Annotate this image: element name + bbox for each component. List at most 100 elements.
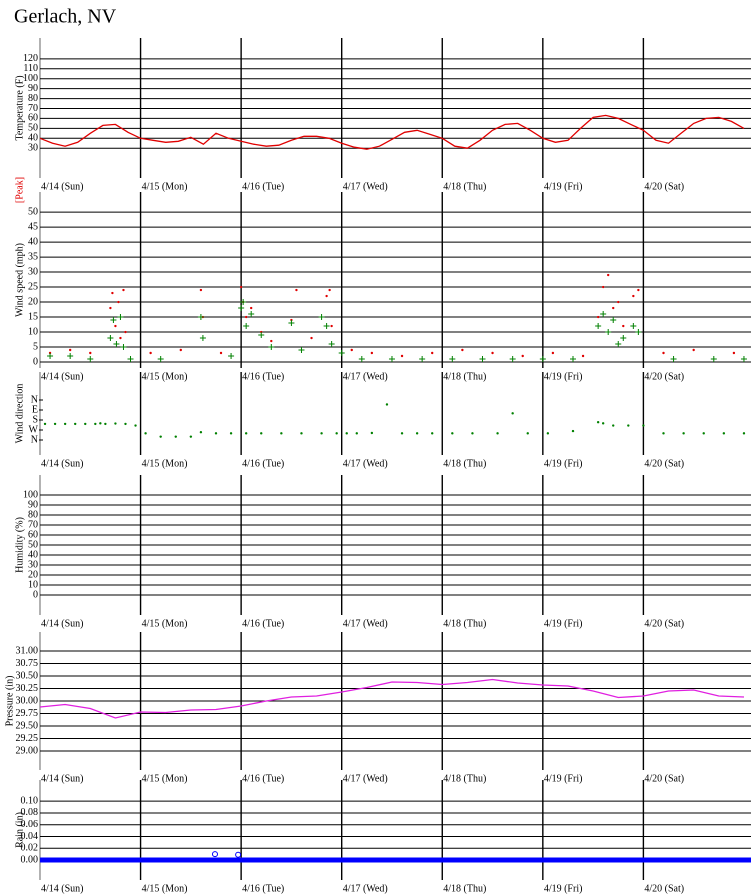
y-tick-label: 70 (28, 103, 38, 114)
y-tick-label: 29.25 (16, 733, 39, 744)
x-tick-label: 4/17 (Wed) (343, 773, 388, 784)
plus-marker (199, 335, 206, 342)
x-tick-label: 4/20 (Sat) (644, 773, 684, 784)
x-tick-label: 4/18 (Thu) (443, 371, 486, 382)
plus-marker (113, 341, 120, 348)
dot-marker (280, 432, 283, 435)
plus-marker (228, 353, 235, 360)
x-tick-label: 4/16 (Tue) (242, 883, 284, 894)
plus-marker (710, 356, 717, 363)
dot-marker (601, 285, 605, 289)
plus-marker (740, 356, 747, 363)
plus-marker (610, 317, 617, 324)
dot-marker (431, 351, 434, 355)
x-tick-label: 4/19 (Fri) (544, 773, 583, 784)
plus-marker (323, 323, 330, 330)
y-tick-label: 10 (28, 326, 38, 337)
dot-marker (124, 330, 127, 334)
x-tick-label: 4/16 (Tue) (242, 371, 284, 382)
x-tick-label: 4/18 (Thu) (443, 618, 486, 629)
dot-marker (627, 424, 630, 427)
dot-marker (214, 432, 218, 435)
plus-marker (569, 356, 576, 363)
dot-marker (63, 422, 67, 426)
plus-marker (595, 323, 602, 330)
y-tick-label: 20 (28, 296, 38, 307)
y-axis-label: Rain (in) (14, 812, 25, 848)
plus-marker (635, 329, 642, 336)
x-tick-label: 4/15 (Mon) (142, 371, 188, 382)
dot-marker (596, 421, 600, 424)
dot-marker (662, 351, 665, 355)
y-tick-label: W (29, 424, 39, 435)
dot-marker (622, 324, 625, 328)
x-tick-label: 4/14 (Sun) (41, 458, 84, 469)
plus-marker (268, 344, 275, 351)
x-tick-label: 4/17 (Wed) (343, 181, 388, 192)
dot-marker (692, 348, 695, 352)
dot-marker (451, 432, 454, 435)
dot-marker (496, 432, 499, 435)
x-tick-label: 4/15 (Mon) (142, 883, 188, 894)
circle-marker (235, 851, 242, 858)
y-tick-label: 0.00 (21, 854, 39, 865)
dot-marker (117, 300, 120, 304)
y-axis-label: Pressure (in) (4, 676, 15, 727)
x-tick-label: 4/14 (Sun) (41, 181, 84, 192)
x-tick-label: 4/19 (Fri) (544, 883, 583, 894)
x-tick-label: 4/19 (Fri) (544, 371, 583, 382)
plus-marker (288, 320, 295, 327)
dot-marker (114, 324, 117, 328)
dot-marker (415, 432, 419, 435)
dot-marker (601, 422, 605, 425)
dot-marker (491, 351, 494, 355)
dot-marker (149, 351, 152, 355)
y-tick-label: 30.25 (16, 683, 39, 694)
dot-marker (229, 432, 233, 435)
plus-marker (670, 356, 677, 363)
dot-marker (124, 422, 127, 426)
x-tick-label: 4/16 (Tue) (242, 181, 284, 192)
y-tick-label: 0 (33, 589, 38, 600)
plus-marker (197, 314, 204, 321)
dot-marker (431, 432, 434, 435)
dot-marker (546, 432, 550, 435)
dot-marker (189, 435, 193, 438)
plus-marker (358, 356, 365, 363)
x-tick-label: 4/20 (Sat) (644, 181, 684, 192)
x-tick-label: 4/18 (Thu) (443, 773, 486, 784)
plus-marker (240, 299, 247, 306)
y-tick-label: 10 (28, 579, 38, 590)
dot-marker (632, 294, 635, 298)
dot-marker (244, 432, 248, 435)
data-line (39, 114, 745, 150)
dot-marker (260, 432, 263, 435)
x-tick-label: 4/15 (Mon) (142, 618, 188, 629)
dot-marker (239, 285, 243, 289)
y-tick-label: S (32, 414, 38, 425)
plus-marker (605, 329, 612, 336)
dot-marker (53, 422, 57, 426)
dot-marker (335, 432, 338, 435)
x-tick-label: 4/19 (Fri) (544, 458, 583, 469)
plus-marker (615, 341, 622, 348)
dot-marker (471, 432, 474, 435)
plus-marker (258, 332, 265, 339)
y-tick-label: 29.50 (16, 720, 39, 731)
y-tick-label: 15 (28, 311, 38, 322)
x-tick-label: 4/20 (Sat) (644, 883, 684, 894)
y-tick-label: 35 (28, 251, 38, 262)
dot-marker (320, 432, 323, 435)
plus-marker (117, 314, 124, 321)
plus-marker (107, 335, 114, 342)
plus-marker (298, 347, 305, 354)
x-tick-label: 4/18 (Thu) (443, 458, 486, 469)
plus-marker (328, 341, 335, 348)
dot-marker (94, 422, 97, 426)
y-tick-label: 50 (28, 539, 38, 550)
x-tick-label: 4/20 (Sat) (644, 618, 684, 629)
x-tick-label: 4/17 (Wed) (343, 883, 388, 894)
x-tick-label: 4/19 (Fri) (544, 618, 583, 629)
